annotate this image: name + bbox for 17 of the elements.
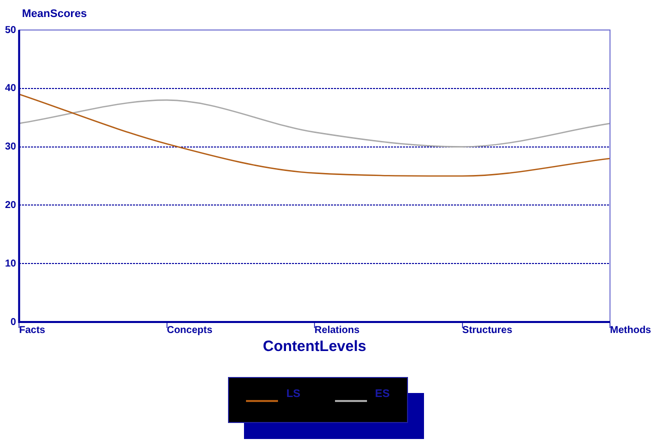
x-tick-label: Facts — [19, 324, 46, 336]
x-axis-title: ContentLevels — [262, 338, 366, 356]
y-tick-label: 20 — [5, 200, 17, 211]
x-tick-label: Structures — [462, 324, 513, 336]
x-tick-label: Relations — [314, 324, 360, 336]
line-series — [18, 99, 611, 148]
y-tick-label: 50 — [5, 24, 17, 36]
y-tick-label: 10 — [5, 258, 17, 270]
line-series — [18, 94, 611, 177]
legend-label: LS — [286, 388, 300, 400]
y-tick-label: 40 — [5, 83, 17, 94]
y-tick-label: 0 — [10, 316, 17, 328]
y-axis-title: MeanScores — [22, 8, 87, 20]
x-tick-label: Concepts — [166, 324, 213, 336]
y-tick-label: 30 — [5, 142, 17, 153]
legend-label: ES — [375, 388, 390, 400]
x-tick-label: Methods — [610, 324, 652, 336]
